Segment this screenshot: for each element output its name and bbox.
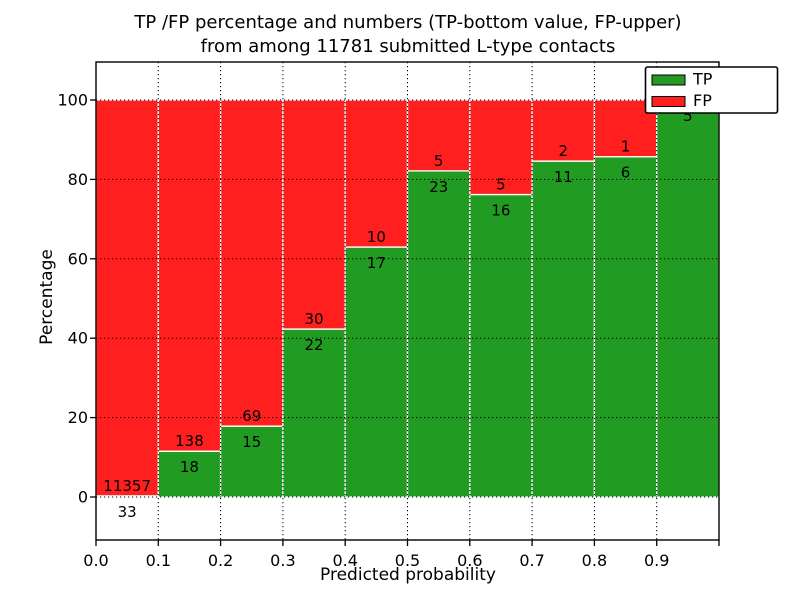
y-tick-label: 40 <box>68 329 88 348</box>
legend-label-tp: TP <box>692 70 713 89</box>
tp-count-label: 33 <box>118 503 137 521</box>
fp-count-label: 2 <box>558 142 568 160</box>
x-tick-label: 0.2 <box>208 551 233 570</box>
tp-count-label: 18 <box>180 458 199 476</box>
fp-count-label: 10 <box>367 228 386 246</box>
legend-swatch-fp <box>651 96 686 107</box>
x-tick-label: 0.5 <box>395 551 420 570</box>
x-tick-label: 0.9 <box>644 551 669 570</box>
fp-bar-segment <box>219 99 284 427</box>
x-tick-label: 0.0 <box>83 551 108 570</box>
x-tick-label: 0.8 <box>582 551 607 570</box>
legend-swatch-tp <box>651 74 686 86</box>
tp-count-label: 23 <box>429 178 448 196</box>
fp-count-label: 5 <box>434 152 444 170</box>
ticks-layer: 0.0 0.1 0.2 0.3 0.4 0.5 0.6 0.7 0.8 0.9 0 20 40 60 80 1… <box>57 91 720 570</box>
fp-count-label: 138 <box>175 432 204 450</box>
tp-bar-segment <box>593 156 658 498</box>
bars-layer <box>95 99 720 498</box>
tp-bar-segment <box>531 160 596 498</box>
fp-bar-segment <box>344 99 409 248</box>
tp-bar-segment <box>469 193 533 498</box>
tp-count-label: 22 <box>305 336 324 354</box>
y-tick-label: 0 <box>78 488 88 507</box>
chart-title-line-2: from among 11781 submitted L-type contac… <box>201 36 616 57</box>
tp-bar-segment <box>282 328 346 498</box>
fp-bar-segment <box>157 99 222 452</box>
tp-count-label: 15 <box>242 433 261 451</box>
fp-bar-segment <box>406 99 471 172</box>
x-tick-label: 0.6 <box>457 551 482 570</box>
x-tick-label: 0.3 <box>270 551 295 570</box>
chart-title-line-1: TP /FP percentage and numbers (TP-bottom… <box>133 12 681 33</box>
y-tick-label: 60 <box>68 249 88 268</box>
fp-count-label: 5 <box>496 176 506 194</box>
y-tick-label: 100 <box>57 91 88 110</box>
tp-count-label: 11 <box>554 168 573 186</box>
tp-bar-segment <box>344 246 409 498</box>
x-tick-label: 0.7 <box>519 551 544 570</box>
y-tick-label: 20 <box>68 408 88 427</box>
tp-count-label: 6 <box>621 164 631 182</box>
y-axis-label: Percentage <box>37 249 57 345</box>
fp-count-label: 11357 <box>103 477 151 495</box>
tp-count-label: 5 <box>683 107 693 125</box>
tp-bar-segment <box>656 99 720 498</box>
x-tick-label: 0.1 <box>146 551 171 570</box>
fp-bar-segment <box>95 99 159 497</box>
fp-count-label: 30 <box>305 310 324 328</box>
legend-label-fp: FP <box>693 91 712 110</box>
legend: TP FP <box>644 66 779 114</box>
y-tick-label: 80 <box>68 170 88 189</box>
fp-count-label: 69 <box>242 407 261 425</box>
fp-bar-segment <box>282 99 346 330</box>
x-axis-label: Predicted probability <box>320 565 496 585</box>
x-tick-label: 0.4 <box>332 551 357 570</box>
tp-count-label: 17 <box>367 254 386 272</box>
tp-count-label: 16 <box>491 202 510 220</box>
tp-bar-segment <box>406 170 471 498</box>
fp-count-label: 1 <box>621 138 631 156</box>
